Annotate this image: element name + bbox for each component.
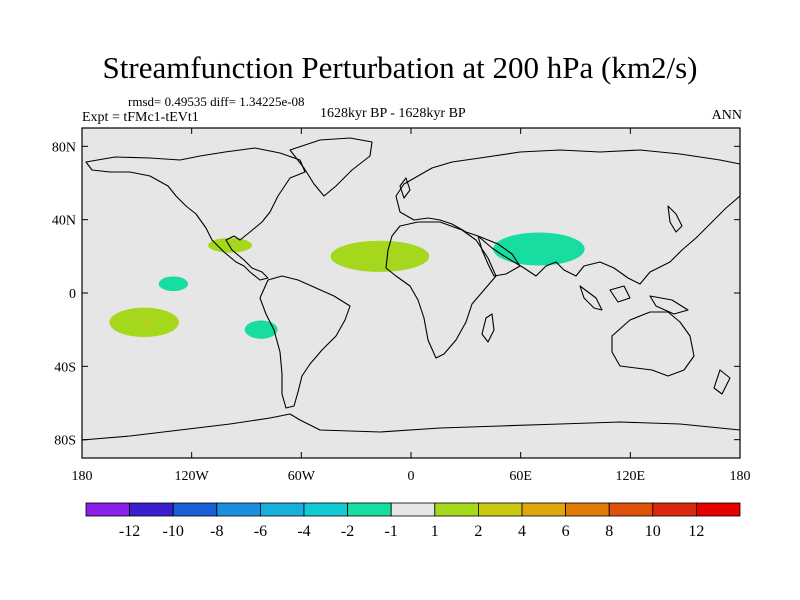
colorbar-swatch: [521, 502, 566, 517]
colorbar-swatch: [608, 502, 654, 517]
colorbar: [85, 502, 741, 517]
y-tick-label: 80N: [52, 140, 76, 155]
coastline-british-isles: [399, 177, 411, 199]
x-tick-label: 120W: [175, 469, 210, 484]
coastline-madagascar: [481, 313, 495, 343]
colorbar-swatch: [216, 502, 261, 517]
colorbar-swatch: [172, 502, 218, 517]
coastline-australia: [611, 311, 695, 377]
colorbar-swatch: [696, 502, 741, 517]
y-tick-label: 40N: [52, 214, 76, 229]
colorbar-swatch: [347, 502, 392, 517]
colorbar-level-label: -10: [163, 523, 184, 540]
coastlines: [81, 137, 741, 441]
map-background: [82, 128, 740, 458]
colorbar-swatch: [259, 502, 305, 517]
x-tick-label: 180: [72, 469, 93, 484]
x-axis: 180 120W 60W 0 60E 120E 180: [72, 128, 751, 484]
colorbar-level-label: 10: [645, 523, 661, 540]
coastline-africa: [385, 221, 497, 359]
coastline-sumatra: [579, 285, 603, 311]
coastline-japan: [667, 205, 683, 233]
x-tick-label: 180: [730, 469, 751, 484]
coastline-south-america: [259, 275, 351, 409]
colorbar-level-label: 1: [431, 523, 439, 540]
colorbar-level-label: 2: [474, 523, 482, 540]
colorbar-swatch: [652, 502, 697, 517]
y-axis: 80N 40N 0 40S 80S: [52, 140, 740, 449]
colorbar-level-label: -8: [210, 523, 223, 540]
colorbar-swatch: [85, 502, 130, 517]
y-tick-label: 40S: [54, 360, 76, 375]
colorbar-level-label: 6: [562, 523, 570, 540]
colorbar-level-label: -6: [254, 523, 267, 540]
coastline-new-guinea: [649, 295, 689, 315]
colorbar-swatch: [565, 502, 610, 517]
anomaly-southeast-pacific-negative: [244, 320, 278, 339]
rmsd-diff-label: rmsd= 0.49535 diff= 1.34225e-08: [128, 94, 305, 109]
coastline-arabia: [477, 235, 521, 277]
period-label: 1628kyr BP - 1628kyr BP: [320, 106, 466, 121]
coastline-antarctica: [81, 413, 741, 441]
anomaly-regions: [109, 232, 585, 339]
coastline-eurasia: [395, 149, 741, 285]
colorbar-swatch: [129, 502, 174, 517]
coastline-new-zealand: [713, 369, 731, 395]
colorbar-level-label: 12: [688, 523, 704, 540]
anomaly-south-pacific-core-positive: [142, 322, 150, 326]
anomaly-gulf-of-mexico-positive: [208, 238, 252, 253]
anomaly-north-africa-atlantic-positive: [330, 240, 430, 272]
y-tick-label: 0: [69, 287, 76, 302]
colorbar-level-label: -4: [297, 523, 310, 540]
anomaly-south-pacific-positive: [109, 307, 179, 338]
colorbar-swatch: [303, 502, 348, 517]
chart-title: Streamfunction Perturbation at 200 hPa (…: [102, 50, 698, 85]
season-label: ANN: [711, 108, 742, 123]
colorbar-level-label: -2: [341, 523, 354, 540]
coastline-greenland: [289, 137, 373, 197]
x-tick-label: 0: [408, 469, 415, 484]
experiment-label: Expt = tFMc1-tEVt1: [82, 110, 199, 125]
coastline-north-america: [85, 147, 306, 281]
colorbar-level-label: 4: [518, 523, 526, 540]
coastline-borneo: [609, 285, 631, 303]
colorbar-level-label: -1: [385, 523, 398, 540]
x-tick-label: 120E: [616, 469, 646, 484]
colorbar-labels: -12 -10 -8 -6 -4 -2 -1 1 2 4 6 8 10 12: [119, 523, 704, 540]
anomaly-central-pacific-negative: [158, 276, 189, 292]
colorbar-level-label: -12: [119, 523, 140, 540]
y-tick-label: 80S: [54, 434, 76, 449]
colorbar-swatch: [477, 502, 523, 517]
anomaly-south-asia-negative: [493, 232, 585, 266]
x-tick-label: 60E: [509, 469, 532, 484]
colorbar-swatch: [390, 502, 436, 517]
x-tick-label: 60W: [288, 469, 316, 484]
colorbar-swatch: [434, 502, 479, 517]
colorbar-level-label: 8: [605, 523, 613, 540]
